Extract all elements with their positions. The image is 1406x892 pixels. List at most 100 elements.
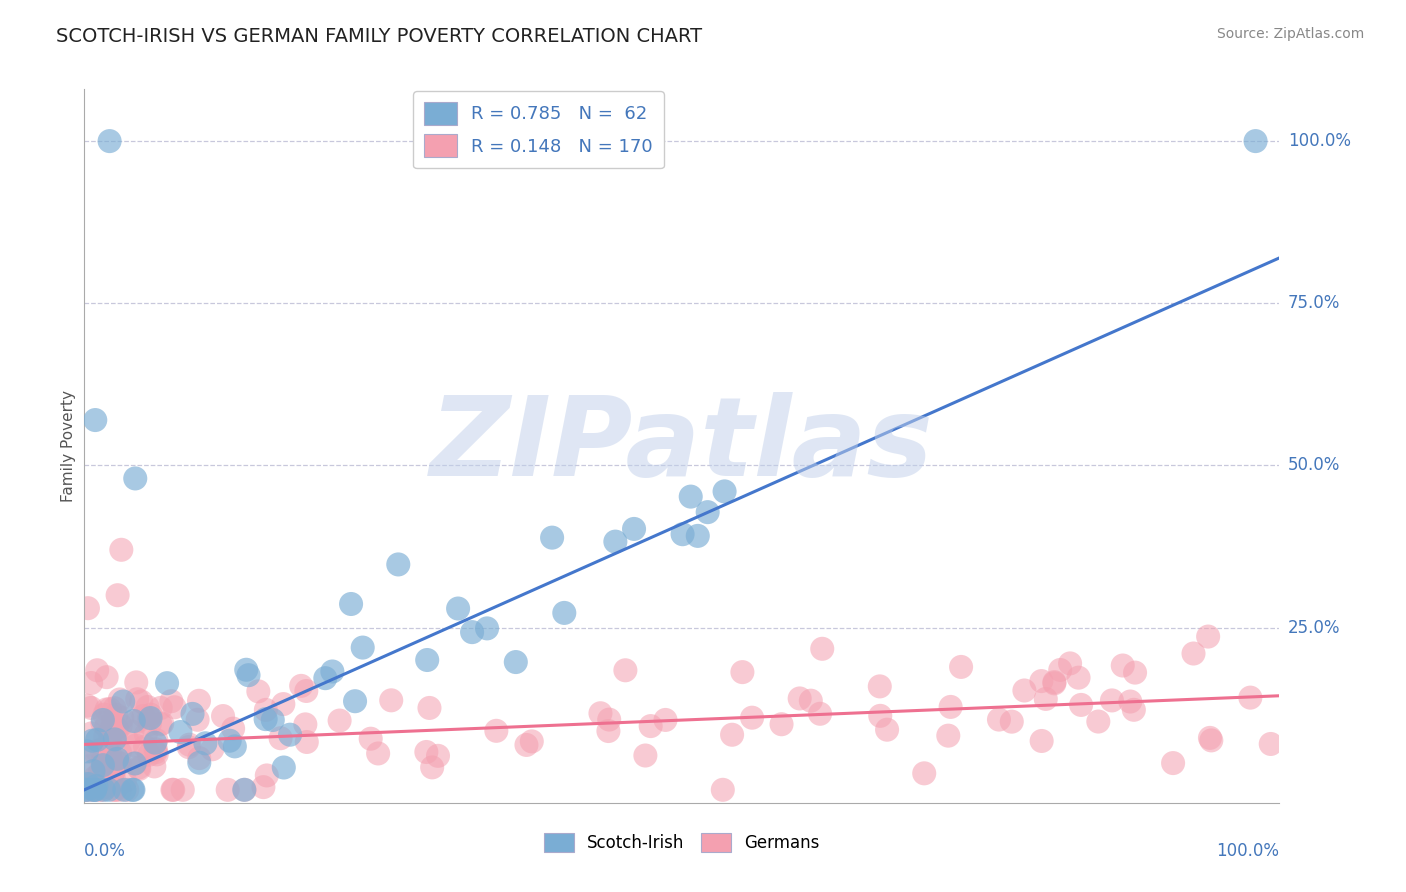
Point [138, 711, 160, 725]
Point [427, 748, 450, 763]
Point [212, 709, 235, 723]
Point [731, 665, 754, 679]
Point [217, 782, 239, 797]
Point [103, 765, 125, 780]
Point [218, 733, 240, 747]
Point [179, 738, 201, 752]
Point [108, 692, 131, 706]
Point [122, 714, 145, 728]
Point [295, 684, 318, 698]
Point [103, 701, 125, 715]
Point [124, 471, 146, 485]
Point [89, 765, 111, 780]
Point [162, 782, 184, 797]
Point [614, 663, 637, 677]
Point [950, 660, 973, 674]
Point [811, 641, 834, 656]
Point [270, 731, 292, 746]
Point [770, 717, 793, 731]
Point [988, 713, 1011, 727]
Point [82, 733, 104, 747]
Point [139, 711, 162, 725]
Point [1201, 733, 1223, 747]
Point [105, 752, 128, 766]
Point [150, 716, 173, 731]
Point [163, 700, 186, 714]
Point [76, 698, 98, 713]
Point [93, 707, 115, 722]
Point [80, 676, 103, 690]
Point [256, 768, 278, 782]
Point [76, 782, 98, 797]
Point [82, 764, 104, 778]
Point [96, 670, 118, 684]
Point [96, 702, 118, 716]
Point [654, 713, 676, 727]
Point [172, 782, 194, 797]
Point [124, 756, 146, 771]
Point [145, 747, 167, 762]
Point [117, 782, 139, 797]
Point [84, 782, 107, 797]
Point [128, 761, 150, 775]
Point [1161, 756, 1184, 770]
Point [112, 782, 135, 797]
Text: 75.0%: 75.0% [1288, 294, 1340, 312]
Point [416, 653, 439, 667]
Point [598, 724, 620, 739]
Point [139, 707, 162, 722]
Point [77, 777, 100, 791]
Point [97, 782, 120, 797]
Point [83, 782, 105, 797]
Point [1043, 675, 1066, 690]
Point [104, 731, 127, 745]
Point [91, 765, 114, 780]
Point [696, 505, 718, 519]
Point [294, 717, 316, 731]
Point [1049, 663, 1071, 677]
Point [869, 679, 891, 693]
Point [1001, 714, 1024, 729]
Text: 50.0%: 50.0% [1288, 457, 1340, 475]
Point [420, 760, 443, 774]
Point [679, 490, 702, 504]
Point [329, 714, 352, 728]
Point [91, 715, 114, 730]
Point [82, 778, 104, 792]
Point [107, 756, 129, 771]
Point [181, 706, 204, 721]
Point [132, 709, 155, 723]
Point [108, 782, 131, 797]
Point [1101, 693, 1123, 707]
Point [117, 735, 139, 749]
Point [475, 621, 498, 635]
Point [83, 782, 105, 797]
Point [721, 728, 744, 742]
Point [82, 782, 104, 797]
Point [278, 728, 301, 742]
Point [1112, 658, 1135, 673]
Point [124, 739, 146, 753]
Point [84, 747, 107, 761]
Point [1239, 690, 1261, 705]
Text: 25.0%: 25.0% [1288, 619, 1340, 637]
Point [177, 740, 200, 755]
Point [238, 668, 260, 682]
Point [360, 731, 382, 746]
Point [1014, 683, 1036, 698]
Point [380, 693, 402, 707]
Point [125, 675, 148, 690]
Point [121, 782, 143, 797]
Point [108, 745, 131, 759]
Point [671, 527, 693, 541]
Point [1070, 698, 1092, 712]
Point [149, 701, 172, 715]
Point [605, 534, 627, 549]
Text: SCOTCH-IRISH VS GERMAN FAMILY POVERTY CORRELATION CHART: SCOTCH-IRISH VS GERMAN FAMILY POVERTY CO… [56, 27, 703, 45]
Point [135, 727, 157, 741]
Point [93, 782, 115, 797]
Point [321, 665, 343, 679]
Point [98, 747, 121, 762]
Point [252, 780, 274, 794]
Point [713, 484, 735, 499]
